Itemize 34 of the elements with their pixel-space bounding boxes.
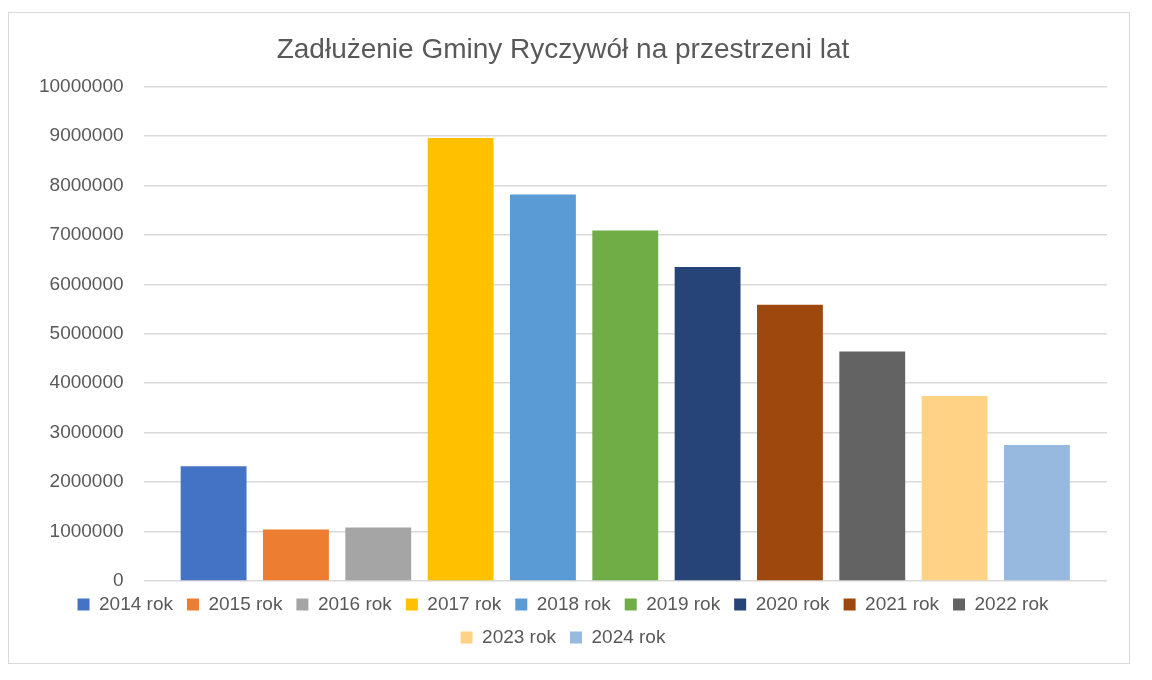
y-tick-label: 9000000 bbox=[49, 124, 124, 146]
bar bbox=[510, 194, 576, 581]
y-tick-label: 7000000 bbox=[49, 223, 124, 245]
y-tick-label: 0 bbox=[112, 569, 124, 591]
bar bbox=[263, 529, 329, 581]
bar bbox=[839, 351, 906, 581]
legend-label: 2024 rok bbox=[591, 625, 666, 647]
y-tick-label: 10000000 bbox=[38, 74, 124, 96]
y-tick-label: 3000000 bbox=[49, 420, 124, 442]
bar bbox=[592, 230, 659, 581]
bar bbox=[1004, 445, 1070, 581]
bar bbox=[921, 396, 988, 581]
legend-label: 2020 rok bbox=[755, 592, 831, 614]
legend-label: 2023 rok bbox=[482, 625, 557, 647]
y-tick-label: 8000000 bbox=[49, 173, 124, 195]
legend-label: 2021 rok bbox=[865, 592, 940, 614]
legend-label: 2017 rok bbox=[427, 592, 502, 614]
legend-label: 2018 rok bbox=[536, 592, 612, 614]
y-tick-label: 1000000 bbox=[49, 519, 124, 541]
legend-label: 2016 rok bbox=[317, 592, 393, 614]
bar bbox=[180, 466, 247, 581]
legend-label: 2014 rok bbox=[99, 592, 174, 614]
y-tick-label: 5000000 bbox=[49, 322, 124, 344]
bar bbox=[674, 267, 741, 581]
legend-label: 2022 rok bbox=[974, 592, 1049, 614]
y-tick-label: 2000000 bbox=[49, 470, 124, 492]
legend-label: 2019 rok bbox=[646, 592, 721, 614]
y-tick-label: 4000000 bbox=[49, 371, 124, 393]
bar bbox=[345, 527, 412, 581]
bar bbox=[757, 304, 823, 581]
bar bbox=[427, 138, 494, 581]
legend-label: 2015 rok bbox=[208, 592, 283, 614]
y-tick-label: 6000000 bbox=[49, 272, 124, 294]
chart-title: Zadłużenie Gminy Ryczywół na przestrzeni lat bbox=[276, 32, 850, 64]
